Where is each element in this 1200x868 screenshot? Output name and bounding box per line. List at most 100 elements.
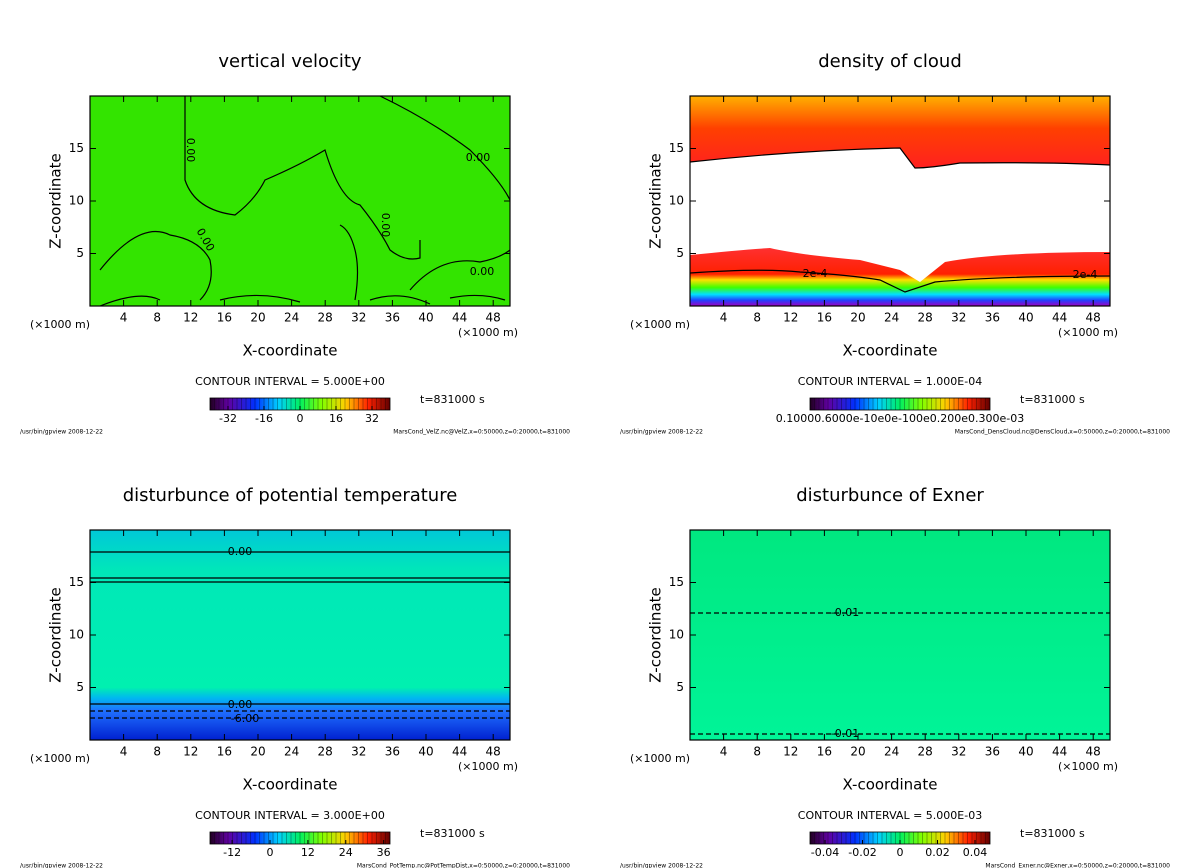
colorbar-tick-label: -0.02 xyxy=(848,846,876,859)
y-tick-label: 5 xyxy=(76,680,84,694)
x-tick-label: 48 xyxy=(1086,745,1101,759)
footer-right: MarsCond_VelZ.nc@VelZ,x=0:50000,z=0:2000… xyxy=(393,429,570,436)
x-unit: (×1000 m) xyxy=(1058,760,1118,773)
colorbar-tick-label: 16 xyxy=(329,412,343,425)
x-tick-label: 12 xyxy=(783,745,798,759)
x-tick-label: 4 xyxy=(120,311,128,325)
x-tick-label: 28 xyxy=(318,745,333,759)
x-tick-label: 32 xyxy=(951,745,966,759)
x-tick-label: 40 xyxy=(1018,311,1033,325)
y-axis-label: Z-coordinate xyxy=(47,153,65,248)
colorbar-tick-label: 36 xyxy=(377,846,391,859)
time-label: t=831000 s xyxy=(420,827,485,840)
footer-left: /usr/bin/gpview 2008-12-22 xyxy=(20,429,103,436)
x-tick-label: 44 xyxy=(1052,745,1067,759)
x-tick-label: 12 xyxy=(183,311,198,325)
time-label: t=831000 s xyxy=(1020,393,1085,406)
chart-title: vertical velocity xyxy=(218,51,362,72)
x-tick-label: 8 xyxy=(153,311,161,325)
y-tick-label: 15 xyxy=(669,575,684,589)
x-tick-label: 20 xyxy=(850,311,865,325)
colorbar-tick-label: 32 xyxy=(365,412,379,425)
x-axis-label: X-coordinate xyxy=(843,342,938,360)
y-tick-label: 15 xyxy=(69,575,84,589)
x-tick-label: 44 xyxy=(452,311,467,325)
x-tick-label: 8 xyxy=(153,745,161,759)
chart-title: disturbunce of potential temperature xyxy=(123,485,458,506)
x-tick-label: 40 xyxy=(418,745,433,759)
x-tick-label: 20 xyxy=(250,745,265,759)
x-tick-label: 4 xyxy=(720,311,728,325)
x-unit: (×1000 m) xyxy=(30,318,90,331)
contour-interval: CONTOUR INTERVAL = 5.000E+00 xyxy=(195,375,385,388)
x-tick-label: 16 xyxy=(817,311,832,325)
y-tick-label: 10 xyxy=(669,628,684,642)
y-tick-label: 15 xyxy=(69,141,84,155)
x-tick-label: 40 xyxy=(1018,745,1033,759)
x-unit: (×1000 m) xyxy=(458,326,518,339)
y-tick-label: 5 xyxy=(76,246,84,260)
chart-title: disturbunce of Exner xyxy=(796,485,984,506)
colorbar-tick-label: 0 xyxy=(297,412,304,425)
x-tick-label: 24 xyxy=(284,745,299,759)
x-axis-label: X-coordinate xyxy=(243,776,338,794)
x-tick-label: 44 xyxy=(452,745,467,759)
colorbar-tick-label: -32 xyxy=(219,412,237,425)
contour-interval: CONTOUR INTERVAL = 5.000E-03 xyxy=(798,809,982,822)
contour-interval: CONTOUR INTERVAL = 1.000E-04 xyxy=(798,375,982,388)
footer-left: /usr/bin/gpview 2008-12-22 xyxy=(20,863,103,868)
x-unit: (×1000 m) xyxy=(1058,326,1118,339)
time-label: t=831000 s xyxy=(420,393,485,406)
y-tick-label: 10 xyxy=(69,194,84,208)
x-axis-label: X-coordinate xyxy=(243,342,338,360)
contour-label: 0.00 xyxy=(184,138,197,163)
colorbar-tick-label: -16 xyxy=(255,412,273,425)
x-tick-label: 32 xyxy=(951,311,966,325)
footer-right: MarsCond_PotTemp.nc@PotTempDist,x=0:5000… xyxy=(357,863,570,868)
x-tick-label: 36 xyxy=(385,311,400,325)
footer-right: MarsCond_DensCloud.nc@DensCloud,x=0:5000… xyxy=(955,429,1170,436)
colorbar-tick-label: 0.04 xyxy=(963,846,988,859)
colorbar-tick-label: -0.04 xyxy=(811,846,839,859)
x-tick-label: 16 xyxy=(217,311,232,325)
contour-label: 0.00 xyxy=(228,545,253,558)
colorbar-tick-label: 0.10000.6000e-10e0e-100e0.200e0.300e-03 xyxy=(776,412,1024,425)
x-tick-label: 24 xyxy=(884,745,899,759)
x-tick-label: 48 xyxy=(486,311,501,325)
x-tick-label: 4 xyxy=(120,745,128,759)
contour-label: -0.01 xyxy=(831,606,859,619)
x-tick-label: 8 xyxy=(753,311,761,325)
x-tick-label: 28 xyxy=(318,311,333,325)
chart-title: density of cloud xyxy=(818,51,962,72)
x-tick-label: 24 xyxy=(884,311,899,325)
x-tick-label: 36 xyxy=(385,745,400,759)
x-tick-label: 40 xyxy=(418,311,433,325)
y-tick-label: 5 xyxy=(676,680,684,694)
field-artwork xyxy=(90,95,1111,740)
colorbar-tick-label: 0 xyxy=(267,846,274,859)
footer-left: /usr/bin/gpview 2008-12-22 xyxy=(620,429,703,436)
x-tick-label: 20 xyxy=(250,311,265,325)
y-axis-label: Z-coordinate xyxy=(647,587,665,682)
contour-label: 0.00 xyxy=(470,265,495,278)
x-tick-label: 12 xyxy=(783,311,798,325)
y-axis-label: Z-coordinate xyxy=(47,587,65,682)
y-tick-label: 10 xyxy=(669,194,684,208)
contour-interval: CONTOUR INTERVAL = 3.000E+00 xyxy=(195,809,385,822)
x-tick-label: 20 xyxy=(850,745,865,759)
y-axis-label: Z-coordinate xyxy=(647,153,665,248)
y-tick-label: 10 xyxy=(69,628,84,642)
x-tick-label: 12 xyxy=(183,745,198,759)
x-tick-label: 36 xyxy=(985,745,1000,759)
colorbar-tick-label: 0 xyxy=(897,846,904,859)
x-unit: (×1000 m) xyxy=(458,760,518,773)
footer-left: /usr/bin/gpview 2008-12-22 xyxy=(620,863,703,868)
x-unit: (×1000 m) xyxy=(630,752,690,765)
x-unit: (×1000 m) xyxy=(630,318,690,331)
x-tick-label: 8 xyxy=(753,745,761,759)
contour-label: 0.00 xyxy=(379,213,392,238)
x-tick-label: 44 xyxy=(1052,311,1067,325)
x-tick-label: 48 xyxy=(1086,311,1101,325)
colorbar-tick-label: 0.02 xyxy=(925,846,950,859)
contour-label: 2e-4 xyxy=(803,267,828,280)
